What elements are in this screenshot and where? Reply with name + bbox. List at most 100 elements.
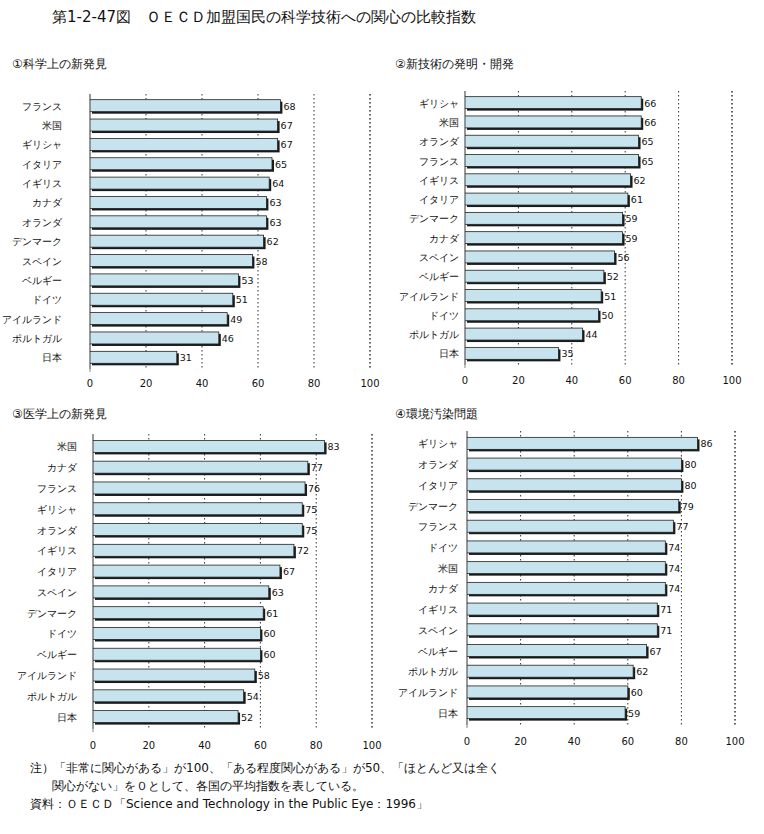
category-label: イタリア xyxy=(37,566,77,577)
note: 注）「非常に関心がある」が100、「ある程度関心がある」が50、「ほとんど又は全… xyxy=(30,761,500,775)
data-label: 65 xyxy=(275,159,287,170)
tick-label: 0 xyxy=(87,378,93,389)
category-label: ドイツ xyxy=(428,542,458,553)
tick-label: 0 xyxy=(462,375,468,386)
bar xyxy=(90,235,264,247)
category-label: ポルトガル xyxy=(27,691,77,702)
data-label: 83 xyxy=(328,441,340,452)
category-label: 日本 xyxy=(439,348,459,359)
category-label: アイルランド xyxy=(17,670,77,681)
data-label: 60 xyxy=(631,687,643,698)
data-label: 51 xyxy=(236,294,248,305)
bar xyxy=(93,648,260,660)
tick-mark xyxy=(467,725,468,728)
data-label: 67 xyxy=(281,120,293,131)
grid-line xyxy=(372,434,373,729)
category-label: ベルギー xyxy=(418,646,458,657)
data-label: 31 xyxy=(180,352,192,363)
grid-line xyxy=(204,434,205,729)
category-label: カナダ xyxy=(428,583,459,594)
axis-line xyxy=(90,94,91,369)
tick-label: 80 xyxy=(672,375,685,386)
data-label: 74 xyxy=(668,542,680,553)
category-label: 米国 xyxy=(439,117,459,128)
chart-title: ②新技術の発明・開発 xyxy=(395,57,514,71)
data-label: 63 xyxy=(272,587,284,598)
data-label: 86 xyxy=(700,438,712,449)
bar xyxy=(90,332,219,344)
category-label: アイルランド xyxy=(2,314,62,325)
bar xyxy=(467,603,657,615)
bar xyxy=(93,607,263,619)
tick-label: 60 xyxy=(252,378,265,389)
category-label: ドイツ xyxy=(32,294,62,305)
data-label: 67 xyxy=(650,646,662,657)
category-label: デンマーク xyxy=(12,236,62,247)
category-label: ギリシャ xyxy=(418,438,458,449)
note: 資料：ＯＥＣＤ「Science and Technology in the Pu… xyxy=(30,797,428,811)
range-end-line xyxy=(372,434,373,729)
category-label: 日本 xyxy=(438,708,458,719)
bar xyxy=(467,520,673,532)
bar xyxy=(90,274,238,286)
category-label: オランダ xyxy=(418,459,459,470)
tick-label: 100 xyxy=(722,375,741,386)
grid-line xyxy=(370,94,371,369)
bar xyxy=(93,586,269,598)
tick-mark xyxy=(93,729,94,732)
bar xyxy=(90,138,278,150)
bar xyxy=(90,100,280,112)
category-label: ベルギー xyxy=(37,649,77,660)
bar xyxy=(467,624,657,636)
data-label: 76 xyxy=(308,483,320,494)
data-label: 62 xyxy=(634,175,646,186)
bar xyxy=(90,196,266,208)
bar xyxy=(465,270,604,282)
chart: ④環境汚染問題02040608010086ギリシャ80オランダ80イタリア79デ… xyxy=(395,407,745,747)
category-label: スペイン xyxy=(22,256,62,267)
data-label: 59 xyxy=(626,213,638,224)
bar xyxy=(93,711,238,723)
grid-line xyxy=(146,94,147,369)
data-label: 79 xyxy=(682,501,694,512)
grid-line xyxy=(148,434,149,729)
tick-label: 40 xyxy=(568,736,581,747)
tick-label: 20 xyxy=(142,740,155,751)
figure: 第1-2-47図 ＯＥＣＤ加盟国民の科学技術への関心の比較指数①科学上の新発見0… xyxy=(0,0,764,834)
bar xyxy=(467,562,665,574)
bars xyxy=(93,440,327,724)
data-label: 59 xyxy=(626,233,638,244)
category-label: 米国 xyxy=(42,120,62,131)
data-label: 61 xyxy=(266,608,278,619)
category-label: カナダ xyxy=(32,197,63,208)
category-label: フランス xyxy=(37,483,77,494)
data-label: 68 xyxy=(283,101,295,112)
bar xyxy=(90,216,266,228)
bar xyxy=(467,665,633,677)
tick-label: 60 xyxy=(621,736,634,747)
axis-line xyxy=(467,431,468,725)
category-label: イギリス xyxy=(419,175,459,186)
data-label: 60 xyxy=(263,649,275,660)
grid-line xyxy=(732,91,733,365)
bar xyxy=(90,255,252,267)
bar xyxy=(465,97,641,109)
bar xyxy=(90,177,269,189)
bar xyxy=(465,212,623,224)
data-label: 63 xyxy=(269,197,281,208)
grid-line xyxy=(625,91,626,365)
chart-title: ④環境汚染問題 xyxy=(395,407,478,421)
data-label: 67 xyxy=(281,139,293,150)
grid-line xyxy=(314,94,315,369)
category-label: スペイン xyxy=(419,252,459,263)
bar xyxy=(465,193,628,205)
data-label: 52 xyxy=(241,712,253,723)
data-label: 75 xyxy=(305,525,317,536)
tick-label: 100 xyxy=(360,378,379,389)
data-label: 72 xyxy=(297,545,309,556)
page: 第1-2-47図 ＯＥＣＤ加盟国民の科学技術への関心の比較指数①科学上の新発見0… xyxy=(0,0,764,834)
bar xyxy=(90,313,227,325)
grid-line xyxy=(202,94,203,369)
category-label: オランダ xyxy=(22,217,63,228)
note: 関心がない」を０として、各国の平均指数を表している。 xyxy=(52,779,364,793)
